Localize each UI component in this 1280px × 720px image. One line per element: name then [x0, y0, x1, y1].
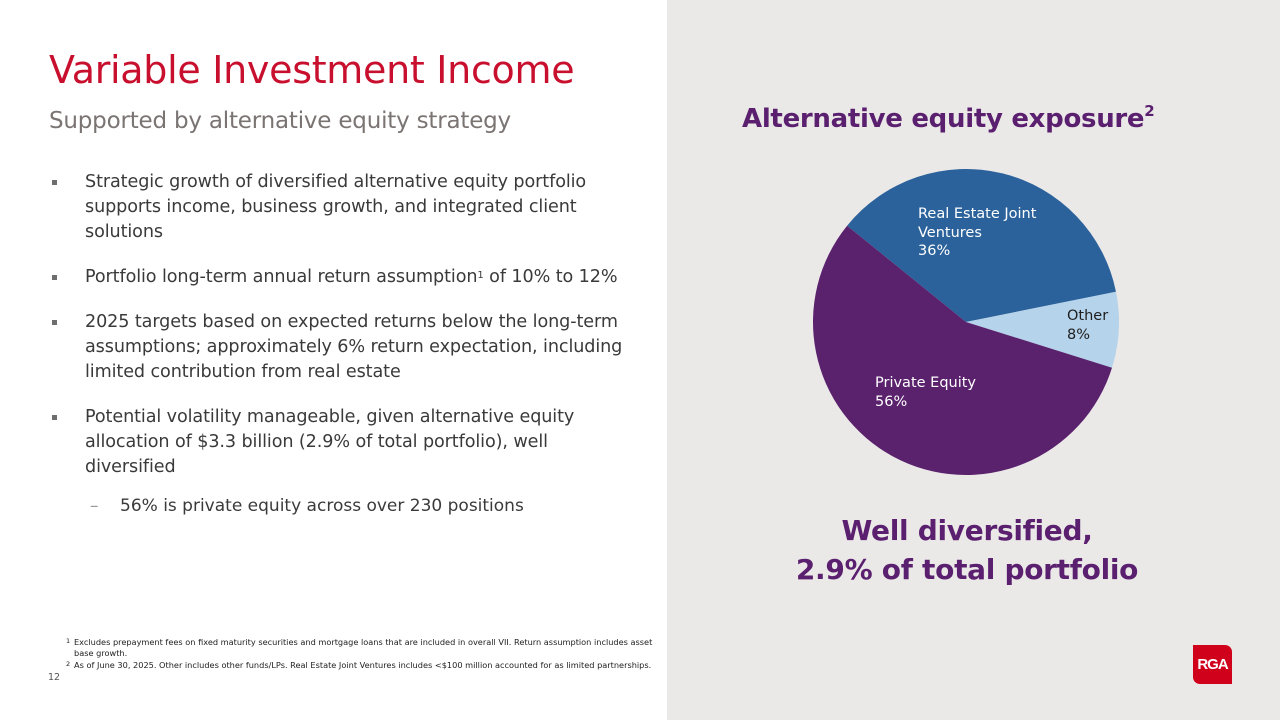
sub-bullet-item: – 56% is private equity across over 230 …: [90, 496, 524, 516]
bullet-item: Strategic growth of diversified alternat…: [52, 170, 642, 245]
bullet-item: 2025 targets based on expected returns b…: [52, 310, 642, 385]
chart-title: Alternative equity exposure2: [742, 102, 1155, 134]
square-bullet-icon: [52, 275, 57, 280]
content-panel: Variable Investment Income Supported by …: [48, 48, 656, 683]
bullet-list: Strategic growth of diversified alternat…: [52, 170, 642, 518]
footnotes: 1 Excludes prepayment fees on fixed matur…: [66, 637, 656, 671]
bullet-item: Potential volatility manageable, given a…: [52, 405, 642, 480]
footnote-ref: 2: [1144, 102, 1155, 120]
slide-title: Variable Investment Income: [49, 48, 575, 92]
footnote: 2 As of June 30, 2025. Other includes oth…: [66, 659, 652, 670]
slice-label-real-estate: Real Estate Joint Ventures 36%: [918, 206, 1037, 259]
slide-subtitle: Supported by alternative equity strategy: [49, 108, 511, 134]
slice-label-private-equity: Private Equity 56%: [875, 375, 977, 410]
page-number: 12: [48, 672, 61, 683]
rga-logo: RGA: [1193, 645, 1232, 684]
footnote: 1 Excludes prepayment fees on fixed matur…: [66, 637, 653, 659]
square-bullet-icon: [52, 180, 57, 185]
square-bullet-icon: [52, 415, 57, 420]
tagline: Well diversified, 2.9% of total portfoli…: [795, 514, 1139, 586]
square-bullet-icon: [52, 320, 57, 325]
slice-label-other: Other 8%: [1067, 308, 1109, 343]
bullet-item: Portfolio long-term annual return assump…: [52, 265, 642, 290]
footnote-ref: 1: [477, 270, 484, 281]
dash-bullet-icon: –: [90, 496, 99, 516]
